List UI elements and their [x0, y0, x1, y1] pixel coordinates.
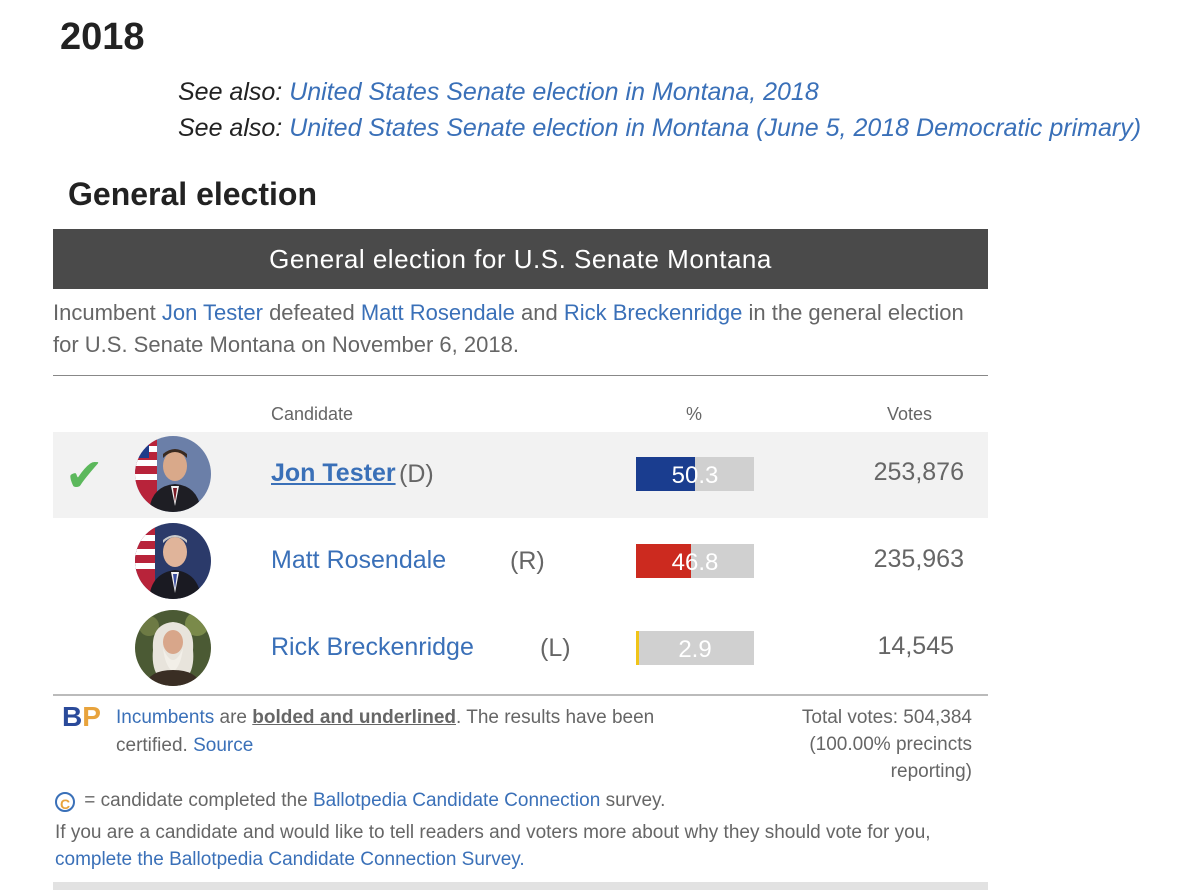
- results-footer: BP Incumbents are bolded and underlined.…: [53, 694, 988, 890]
- summary-link-rick-breckenridge[interactable]: Rick Breckenridge: [563, 300, 743, 325]
- see-also-prefix: See also:: [178, 114, 283, 142]
- legend-text: survey.: [600, 790, 666, 811]
- candidate-link-matt-rosendale[interactable]: Matt Rosendale: [271, 546, 447, 574]
- candidate-party: (R): [510, 547, 545, 575]
- percent-bar-fill: [636, 631, 640, 665]
- candidate-party: (D): [399, 460, 434, 488]
- candidate-row-jon-tester: ✔ Jon Tester (D): [53, 432, 988, 518]
- summary-link-jon-tester[interactable]: Jon Tester: [161, 300, 263, 325]
- summary-text: and: [514, 300, 564, 325]
- see-also-line-1: See also: United States Senate election …: [178, 78, 819, 107]
- results-table: Candidate % Votes ✔: [53, 376, 988, 694]
- percent-bar-fill: [636, 457, 696, 491]
- election-results-widget: General election for U.S. Senate Montana…: [53, 229, 988, 890]
- candidate-row-matt-rosendale: Matt Rosendale (R) 46.8 235,963: [53, 519, 988, 605]
- avatar-matt-rosendale: [135, 523, 211, 599]
- column-header-candidate: Candidate: [271, 404, 354, 424]
- see-also-link-senate-2018[interactable]: United States Senate election in Montana…: [289, 78, 819, 106]
- vote-count: 253,876: [873, 458, 964, 486]
- section-heading: General election: [68, 176, 317, 212]
- year-heading: 2018: [60, 16, 145, 58]
- winner-check-icon: ✔: [65, 449, 104, 501]
- column-header-percent: %: [686, 404, 703, 424]
- percent-bar: 46.8: [636, 544, 754, 578]
- widget-title: General election for U.S. Senate Montana: [53, 229, 988, 289]
- candidate-link-jon-tester[interactable]: Jon Tester: [271, 459, 396, 487]
- candidate-party: (L): [540, 634, 571, 662]
- summary-text: Incumbent: [53, 300, 162, 325]
- see-also-prefix: See also:: [178, 78, 283, 106]
- see-also-line-2: See also: United States Senate election …: [178, 114, 1141, 143]
- summary-text: defeated: [262, 300, 361, 325]
- invite-text: If you are a candidate and would like to…: [55, 822, 931, 843]
- legend-text: = candidate completed the: [79, 790, 313, 811]
- bottom-divider: [53, 882, 988, 890]
- footer-text: are: [214, 707, 253, 728]
- avatar-rick-breckenridge: [135, 610, 211, 686]
- total-votes: Total votes: 504,384 (100.00% precincts …: [752, 704, 972, 785]
- footer-note: Incumbents are bolded and underlined. Th…: [116, 704, 716, 760]
- total-votes-count: Total votes: 504,384: [801, 707, 972, 728]
- candidate-connection-link[interactable]: Ballotpedia Candidate Connection: [312, 790, 601, 811]
- incumbents-link[interactable]: Incumbents: [116, 707, 215, 728]
- source-link[interactable]: Source: [193, 735, 254, 756]
- percent-value: 50.3: [671, 462, 719, 489]
- vote-count: 14,545: [877, 632, 954, 660]
- see-also-link-dem-primary[interactable]: United States Senate election in Montana…: [289, 114, 1142, 142]
- precincts-reporting: (100.00% precincts reporting): [809, 734, 972, 782]
- bolded-underlined-note: bolded and underlined: [252, 707, 456, 728]
- percent-value: 2.9: [678, 636, 712, 663]
- candidate-invite: If you are a candidate and would like to…: [55, 819, 975, 873]
- complete-survey-link[interactable]: complete the Ballotpedia Candidate Conne…: [55, 849, 525, 870]
- percent-value: 46.8: [671, 549, 719, 576]
- summary-link-matt-rosendale[interactable]: Matt Rosendale: [360, 300, 515, 325]
- candidate-connection-icon: C: [55, 792, 75, 812]
- candidate-link-rick-breckenridge[interactable]: Rick Breckenridge: [271, 633, 474, 661]
- avatar-jon-tester: [135, 436, 211, 512]
- percent-bar: 50.3: [636, 457, 754, 491]
- summary-text: in the general election for U.S. Senate …: [53, 300, 964, 357]
- vote-count: 235,963: [873, 545, 964, 573]
- election-summary: Incumbent Jon Tester defeated Matt Rosen…: [53, 297, 988, 376]
- candidate-row-rick-breckenridge: Rick Breckenridge (L) 2.9 14,545: [53, 606, 988, 692]
- candidate-connection-legend: C = candidate completed the Ballotpedia …: [55, 790, 665, 812]
- percent-bar-fill: [636, 544, 692, 578]
- footer-text: . The results have been certified.: [116, 707, 655, 756]
- column-header-votes: Votes: [887, 404, 933, 424]
- ballotpedia-logo: BP: [62, 701, 101, 732]
- percent-bar: 2.9: [636, 631, 754, 665]
